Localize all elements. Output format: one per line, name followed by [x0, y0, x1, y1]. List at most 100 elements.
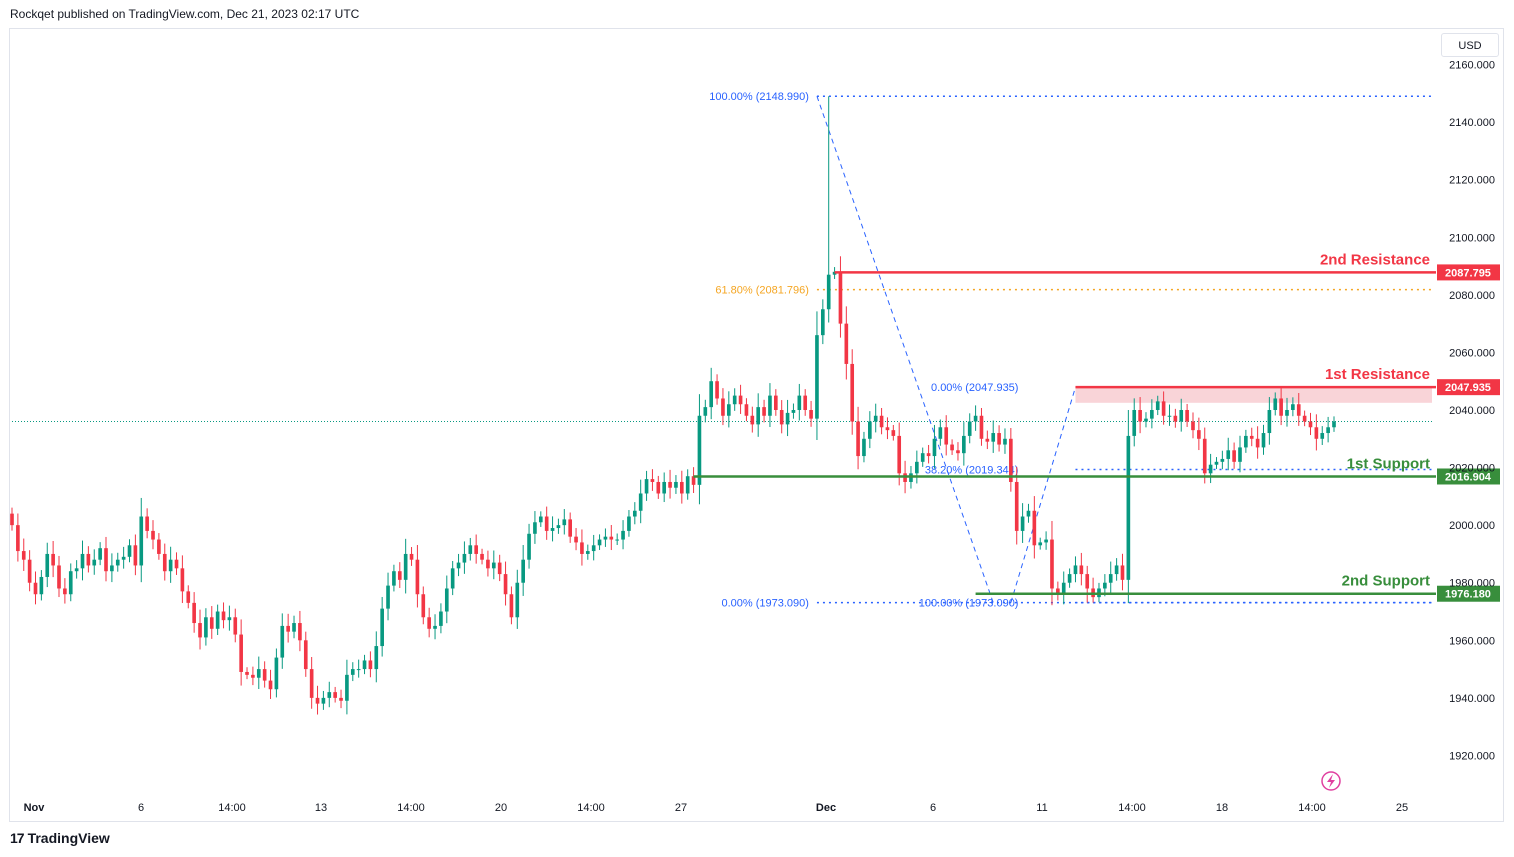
candle-body — [174, 559, 179, 569]
price-tick-3: 2100.000 — [1449, 232, 1495, 244]
candle-body — [585, 551, 590, 554]
candle-body — [609, 536, 614, 540]
candle-body — [691, 476, 696, 485]
candle-body — [362, 660, 367, 670]
candle-body — [527, 533, 531, 560]
candle-body — [433, 625, 437, 629]
fib-right-label-1: 38.20% (2019.344) — [925, 464, 1019, 476]
candle-body — [891, 430, 896, 436]
price-tick-1: 2140.000 — [1449, 117, 1495, 129]
candle-body — [1302, 415, 1307, 422]
candle-body — [850, 363, 855, 422]
candle-body — [856, 421, 860, 457]
candle-body — [838, 271, 843, 324]
candle-body — [709, 381, 714, 408]
level-price-tag-0 — [1437, 264, 1500, 281]
candle-body — [68, 571, 73, 595]
candle-body — [233, 617, 238, 635]
candle-body — [1050, 539, 1054, 589]
candle-body — [521, 559, 525, 583]
candle-body — [1249, 435, 1254, 439]
candle-body — [162, 553, 167, 572]
candle-body — [151, 530, 155, 540]
candle-body — [750, 415, 755, 425]
candle-body — [967, 421, 972, 436]
candle-body — [1232, 450, 1236, 462]
fibonacci-layer: 100.00% (2148.990) 61.80% (2081.796) 0.00%… — [709, 91, 1432, 610]
candle-body — [1208, 464, 1213, 474]
candle-body — [703, 407, 708, 416]
candle-body — [1220, 458, 1225, 462]
candle-body — [427, 617, 431, 629]
candle-body — [92, 559, 97, 566]
candle-body — [768, 395, 772, 416]
candle-body — [439, 611, 443, 626]
candle-body — [204, 617, 208, 638]
candle-body — [844, 323, 849, 364]
candle-body — [16, 525, 20, 552]
candle-body — [115, 559, 120, 566]
candle-body — [774, 395, 778, 410]
candle-body — [1326, 427, 1330, 434]
price-tick-11: 1940.000 — [1449, 693, 1495, 705]
candle-body — [897, 435, 902, 474]
time-tick-14: 25 — [1396, 802, 1408, 814]
candle-body — [597, 539, 602, 546]
candle-body — [45, 553, 50, 577]
candle-body — [1026, 510, 1031, 517]
candle-body — [1144, 418, 1148, 422]
candle-body — [1067, 574, 1072, 583]
candle-body — [386, 585, 390, 609]
candle-body — [10, 513, 14, 526]
candle-body — [1056, 588, 1060, 595]
candle-body — [280, 625, 285, 658]
candle-body — [615, 539, 620, 541]
candle-body — [603, 536, 608, 540]
candle-body — [1173, 415, 1178, 422]
price-tick-8: 2000.000 — [1449, 520, 1495, 532]
time-tick-4: 14:00 — [397, 802, 425, 814]
lightning-icon[interactable] — [1321, 771, 1341, 791]
candle-body — [1291, 404, 1295, 410]
candle-body — [403, 553, 408, 580]
price-tick-9: 1980.000 — [1449, 578, 1495, 590]
time-tick-12: 18 — [1216, 802, 1228, 814]
candle-body — [662, 481, 667, 494]
time-tick-2: 14:00 — [218, 802, 246, 814]
candle-body — [1279, 398, 1283, 416]
candle-body — [215, 611, 220, 629]
level-price-label-0: 2087.795 — [1445, 267, 1491, 279]
time-tick-1: 6 — [138, 802, 144, 814]
candle-body — [556, 525, 561, 529]
candle-body — [621, 530, 625, 540]
candle-body — [468, 545, 473, 554]
candle-body — [944, 427, 949, 445]
candle-body — [333, 692, 337, 698]
level-price-label-3: 1976.180 — [1445, 589, 1491, 601]
candle-body — [509, 594, 514, 618]
tradingview-footer[interactable]: 17 TradingView — [10, 830, 110, 846]
currency-button[interactable]: USD — [1441, 33, 1499, 57]
candle-body — [550, 528, 555, 531]
candle-body — [486, 559, 490, 569]
candle-body — [491, 562, 496, 569]
candle-body — [292, 623, 296, 632]
candle-body — [157, 539, 161, 554]
candle-body — [127, 545, 132, 557]
price-axis: 2160.000 2140.000 2120.000 2100.000 2080.000… — [1449, 60, 1495, 763]
candle-body — [1114, 565, 1119, 575]
candle-body — [973, 415, 978, 422]
price-tick-12: 1920.000 — [1449, 750, 1495, 762]
tradingview-brand: TradingView — [27, 830, 110, 846]
candle-body — [198, 623, 202, 638]
candle-body — [421, 594, 426, 618]
candle-body — [1032, 510, 1037, 546]
candle-body — [104, 548, 108, 572]
publish-header: Rockqet published on TradingView.com, De… — [10, 7, 360, 21]
price-tick-2: 2120.000 — [1449, 175, 1495, 187]
candle-body — [315, 697, 320, 704]
time-tick-5: 20 — [495, 802, 507, 814]
candle-body — [674, 481, 678, 488]
candle-body — [803, 395, 808, 410]
